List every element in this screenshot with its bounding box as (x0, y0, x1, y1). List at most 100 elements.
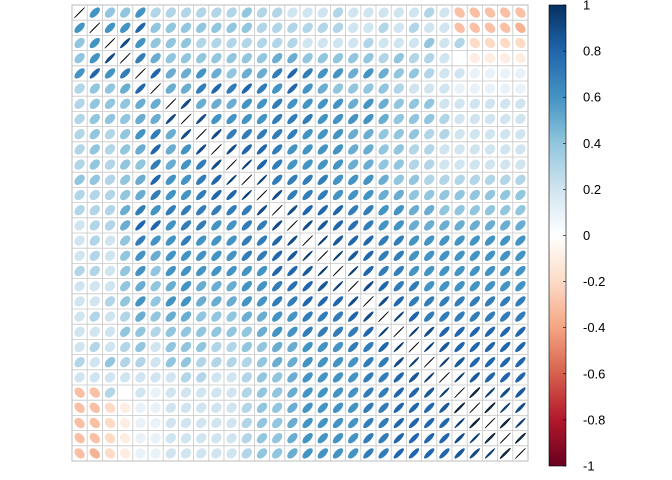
correlation-ellipse (469, 37, 480, 49)
correlation-ellipse (500, 98, 511, 109)
correlation-ellipse (302, 311, 313, 322)
correlation-ellipse (211, 402, 222, 413)
correlation-ellipse (89, 83, 100, 94)
correlation-ellipse (348, 235, 359, 246)
correlation-ellipse (180, 250, 192, 261)
correlation-ellipse (515, 387, 526, 398)
correlation-ellipse (74, 189, 85, 201)
correlation-ellipse (515, 53, 526, 64)
correlation-ellipse (165, 189, 176, 201)
correlation-ellipse (196, 402, 207, 413)
correlation-ellipse (150, 433, 161, 444)
correlation-ellipse (74, 174, 85, 185)
correlation-ellipse (348, 372, 359, 383)
correlation-ellipse (500, 265, 511, 277)
correlation-ellipse (89, 372, 100, 383)
correlation-ellipse (196, 250, 207, 261)
correlation-ellipse (484, 265, 496, 277)
correlation-ellipse (378, 326, 389, 337)
correlation-ellipse (165, 433, 176, 444)
correlation-ellipse (120, 372, 131, 383)
correlation-ellipse (241, 174, 253, 186)
correlation-ellipse (89, 144, 100, 155)
correlation-ellipse (74, 265, 85, 277)
correlation-ellipse (469, 250, 480, 261)
correlation-ellipse (484, 357, 496, 368)
correlation-ellipse (165, 144, 176, 155)
correlation-ellipse (104, 235, 116, 246)
correlation-ellipse (287, 7, 298, 18)
correlation-ellipse (514, 447, 526, 459)
correlation-ellipse (287, 341, 298, 353)
correlation-ellipse (484, 113, 496, 125)
correlation-ellipse (363, 113, 374, 125)
correlation-ellipse (423, 356, 435, 368)
correlation-ellipse (484, 448, 496, 459)
correlation-ellipse (287, 281, 298, 292)
correlation-ellipse (302, 417, 313, 429)
correlation-ellipse (454, 311, 465, 322)
correlation-ellipse (165, 83, 176, 94)
correlation-ellipse (104, 402, 116, 413)
correlation-ellipse (393, 68, 404, 79)
correlation-ellipse (256, 448, 268, 459)
correlation-ellipse (226, 387, 237, 398)
correlation-ellipse (348, 296, 359, 307)
correlation-ellipse (74, 7, 86, 19)
correlation-ellipse (393, 387, 404, 398)
correlation-ellipse (241, 98, 252, 109)
correlation-ellipse (196, 22, 207, 33)
correlation-ellipse (363, 311, 374, 322)
correlation-ellipse (515, 98, 526, 109)
correlation-ellipse (135, 281, 146, 292)
correlation-ellipse (454, 387, 466, 399)
correlation-ellipse (165, 265, 176, 277)
correlation-ellipse (500, 68, 511, 79)
correlation-ellipse (196, 83, 207, 94)
correlation-ellipse (104, 372, 116, 383)
correlation-ellipse (408, 417, 420, 429)
correlation-ellipse (378, 174, 389, 185)
correlation-ellipse (378, 250, 389, 261)
correlation-ellipse (332, 387, 344, 398)
correlation-ellipse (89, 113, 100, 125)
correlation-ellipse (500, 159, 511, 170)
correlation-ellipse (287, 129, 298, 140)
correlation-ellipse (89, 281, 100, 292)
correlation-ellipse (226, 265, 237, 277)
correlation-ellipse (363, 433, 374, 444)
correlation-ellipse (135, 7, 146, 18)
correlation-ellipse (378, 448, 389, 459)
correlation-ellipse (287, 433, 298, 444)
correlation-ellipse (317, 113, 328, 125)
correlation-ellipse (378, 98, 389, 109)
correlation-ellipse (241, 448, 252, 459)
correlation-ellipse (302, 37, 313, 49)
correlation-ellipse (454, 402, 466, 414)
correlation-ellipse (211, 296, 222, 307)
correlation-ellipse (89, 205, 100, 216)
correlation-ellipse (241, 417, 252, 429)
correlation-ellipse (515, 265, 526, 277)
correlation-ellipse (89, 265, 100, 277)
correlation-ellipse (378, 205, 389, 216)
correlation-ellipse (454, 189, 465, 201)
correlation-ellipse (393, 189, 404, 201)
correlation-ellipse (469, 372, 480, 383)
correlation-ellipse (211, 311, 222, 322)
correlation-ellipse (408, 205, 420, 216)
correlation-ellipse (469, 53, 480, 64)
correlation-ellipse (241, 402, 252, 413)
correlation-ellipse (408, 296, 420, 307)
correlation-ellipse (241, 83, 252, 94)
correlation-ellipse (363, 189, 374, 201)
correlation-ellipse (256, 220, 268, 231)
correlation-ellipse (454, 341, 465, 353)
correlation-ellipse (348, 265, 359, 277)
correlation-ellipse (135, 417, 146, 429)
correlation-ellipse (469, 387, 481, 399)
correlation-ellipse (378, 83, 389, 94)
correlation-ellipse (469, 402, 481, 414)
correlation-ellipse (74, 341, 85, 353)
correlation-ellipse (196, 296, 207, 307)
